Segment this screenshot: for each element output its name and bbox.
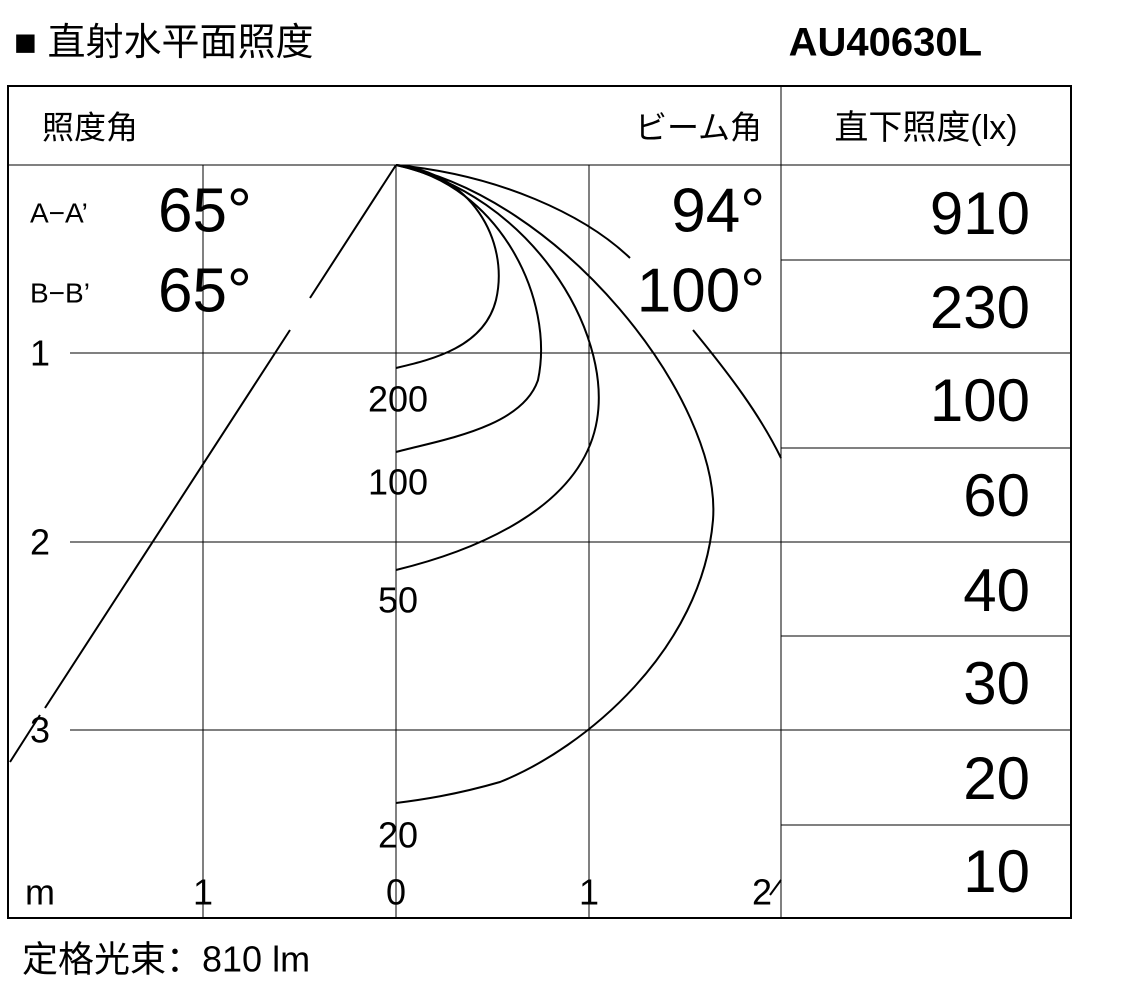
illuminance-value: 20 <box>963 745 1030 812</box>
illuminance-value: 60 <box>963 462 1030 529</box>
contour-20 <box>395 164 715 804</box>
right-heading: ビーム角 <box>635 109 762 145</box>
contour-50 <box>395 164 600 571</box>
beam-line <box>692 329 782 459</box>
angle-label: A−A’ <box>30 197 88 228</box>
angle-label: B−B’ <box>30 277 90 308</box>
title: ■ 直射水平面照度 <box>14 22 314 64</box>
beam-angle: 94° <box>671 176 765 245</box>
beam-line <box>395 164 631 259</box>
footer: 定格光束：810 lm <box>22 939 310 980</box>
illuminance-value: 230 <box>930 274 1030 341</box>
contour-label: 200 <box>368 379 428 420</box>
depth-label: 3 <box>30 710 50 751</box>
illuminance-value: 30 <box>963 650 1030 717</box>
width-label: 1 <box>579 872 599 913</box>
labels: 照度角 ビーム角 直下照度(lx) A−A’ 65° 94° B−B’ 65° 100° 1 2 3 m… <box>25 109 1030 913</box>
contour-100 <box>395 164 543 453</box>
depth-label: 1 <box>30 333 50 374</box>
table-heading: 直下照度(lx) <box>834 109 1017 147</box>
width-label: 0 <box>386 872 406 913</box>
width-label: 1 <box>193 872 213 913</box>
width-label: 2 <box>752 872 772 913</box>
illum-angle-line <box>9 164 397 763</box>
illuminance-value: 40 <box>963 557 1030 624</box>
width-label: m <box>25 872 55 913</box>
contour-label: 50 <box>378 580 418 621</box>
beam-angle: 100° <box>637 256 765 325</box>
illuminance-value: 100 <box>930 367 1030 434</box>
curves <box>9 164 782 896</box>
contour-label: 20 <box>378 815 418 856</box>
beam-line <box>769 879 782 896</box>
diagram-frame <box>7 85 1072 919</box>
illuminance-value: 10 <box>963 838 1030 905</box>
illum-angle: 65° <box>158 256 252 325</box>
contour-label: 100 <box>368 462 428 503</box>
model: AU40630L <box>789 21 982 65</box>
left-heading: 照度角 <box>42 109 138 145</box>
depth-label: 2 <box>30 522 50 563</box>
frame <box>7 85 1072 919</box>
contour-200 <box>395 164 500 369</box>
illuminance-value: 910 <box>930 180 1030 247</box>
illum-angle: 65° <box>158 176 252 245</box>
